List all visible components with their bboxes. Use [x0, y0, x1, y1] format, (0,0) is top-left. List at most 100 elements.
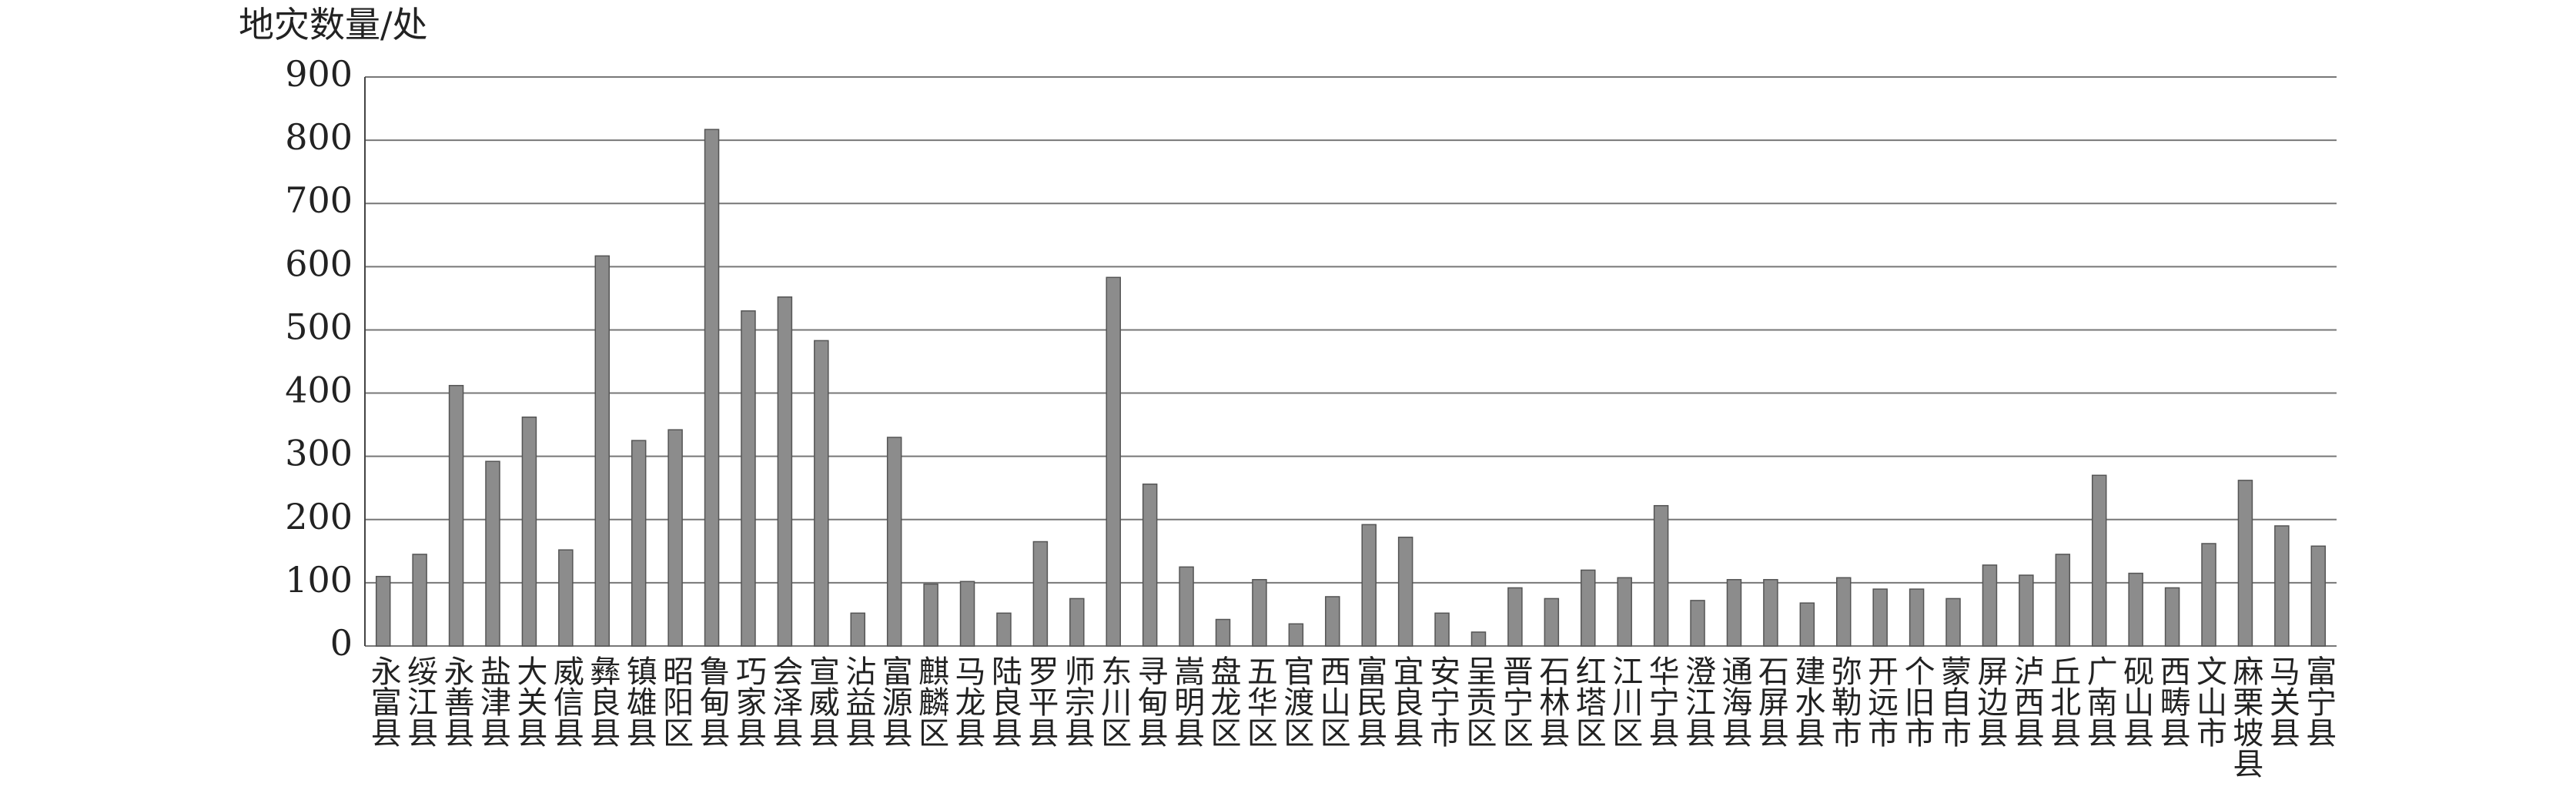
- bar: [412, 554, 427, 647]
- x-tick-label: 马关县: [2264, 655, 2300, 748]
- x-tick-label: 西山区: [1315, 655, 1350, 748]
- bar: [1836, 577, 1852, 647]
- y-tick-label: 300: [285, 433, 353, 474]
- x-tick-label: 官渡区: [1278, 655, 1313, 748]
- bar: [1288, 623, 1304, 647]
- x-tick-label: 威信县: [548, 655, 584, 748]
- x-tick-label: 麻栗坡县: [2227, 655, 2263, 778]
- y-tick-label: 400: [285, 370, 353, 411]
- bar: [1982, 564, 1998, 647]
- y-axis-label: 地灾数量/处: [239, 4, 428, 45]
- x-tick-label: 沾益县: [840, 655, 875, 748]
- x-tick-label: 个旧市: [1899, 655, 1935, 748]
- bar: [2091, 474, 2107, 647]
- x-tick-label: 晋宁区: [1497, 655, 1533, 748]
- x-tick-label: 嵩明县: [1169, 655, 1204, 748]
- y-tick-label: 800: [285, 116, 353, 158]
- bar: [996, 612, 1012, 647]
- bar: [1361, 524, 1377, 647]
- bar: [923, 583, 938, 647]
- bar: [1069, 597, 1085, 647]
- x-tick-label: 绥江县: [402, 655, 437, 748]
- x-tick-label: 巧家县: [731, 655, 766, 748]
- bar: [741, 310, 756, 647]
- x-tick-label: 马龙县: [950, 655, 985, 748]
- x-tick-label: 永富县: [366, 655, 401, 748]
- bar: [777, 296, 793, 647]
- x-tick-label: 彝良县: [584, 655, 620, 748]
- bar: [1397, 537, 1413, 647]
- x-tick-label: 澄江县: [1680, 655, 1715, 748]
- bar: [1544, 597, 1560, 647]
- x-tick-label: 砚山县: [2118, 655, 2153, 748]
- x-tick-label: 泸西县: [2009, 655, 2044, 748]
- x-tick-label: 寻甸县: [1132, 655, 1168, 748]
- bar: [2201, 543, 2216, 647]
- bar: [1945, 597, 1961, 647]
- bar: [1763, 579, 1778, 647]
- bar: [631, 440, 647, 647]
- bar: [448, 384, 464, 647]
- bar: [1142, 484, 1158, 647]
- bar: [1434, 612, 1450, 647]
- x-tick-label: 文山市: [2191, 655, 2226, 748]
- bar: [521, 417, 537, 647]
- x-tick-label: 富宁县: [2300, 655, 2336, 748]
- x-tick-label: 永善县: [439, 655, 474, 748]
- bar: [1106, 276, 1121, 647]
- x-tick-label: 五华区: [1242, 655, 1277, 748]
- y-tick-label: 0: [330, 622, 353, 664]
- bar: [1252, 579, 1267, 647]
- bar: [485, 460, 500, 647]
- x-tick-label: 盘龙区: [1206, 655, 1241, 748]
- bar: [959, 581, 975, 647]
- bar: [375, 575, 391, 647]
- x-tick-label: 盐津县: [475, 655, 510, 748]
- x-tick-label: 丘北县: [2045, 655, 2080, 748]
- x-tick-label: 罗平县: [1022, 655, 1058, 748]
- bar: [2055, 554, 2071, 647]
- y-tick-label: 500: [285, 306, 353, 347]
- x-tick-label: 鲁甸县: [694, 655, 730, 748]
- x-tick-label: 宣威县: [804, 655, 839, 748]
- x-tick-label: 西畴县: [2155, 655, 2190, 748]
- bar: [1179, 566, 1194, 647]
- bar: [1909, 588, 1925, 647]
- bar: [1325, 596, 1340, 647]
- x-tick-label: 通海县: [1716, 655, 1751, 748]
- x-tick-label: 广南县: [2082, 655, 2117, 748]
- y-tick-label: 700: [285, 179, 353, 221]
- bar: [2019, 574, 2034, 647]
- bar: [1653, 504, 1669, 647]
- y-tick-label: 100: [285, 559, 353, 601]
- x-tick-label: 江川区: [1607, 655, 1642, 748]
- x-tick-label: 安宁市: [1424, 655, 1460, 748]
- x-tick-label: 麒麟区: [913, 655, 948, 748]
- x-tick-label: 蒙自市: [1935, 655, 1971, 748]
- bar: [594, 255, 611, 647]
- x-tick-label: 陆良县: [986, 655, 1022, 748]
- bar: [704, 129, 720, 647]
- x-tick-label: 开远市: [1862, 655, 1898, 748]
- x-tick-label: 呈贡区: [1460, 655, 1496, 748]
- x-tick-label: 弥勒市: [1826, 655, 1862, 748]
- x-tick-label: 屏边县: [1972, 655, 2008, 748]
- x-tick-label: 富源县: [877, 655, 912, 748]
- bar: [1581, 569, 1596, 647]
- bar: [850, 612, 865, 647]
- bar: [1872, 588, 1888, 647]
- x-tick-label: 石屏县: [1753, 655, 1789, 748]
- bar: [1470, 631, 1487, 647]
- x-tick-label: 红塔区: [1571, 655, 1606, 748]
- bar: [1215, 618, 1231, 647]
- x-tick-label: 昭阳区: [657, 655, 693, 748]
- bar: [2164, 587, 2180, 647]
- x-tick-label: 镇雄县: [621, 655, 657, 748]
- x-tick-label: 华宁县: [1644, 655, 1679, 748]
- y-tick-label: 600: [285, 243, 353, 284]
- x-tick-label: 大关县: [511, 655, 547, 748]
- x-tick-label: 石林县: [1534, 655, 1570, 748]
- bar: [886, 437, 902, 647]
- bar: [1617, 577, 1632, 647]
